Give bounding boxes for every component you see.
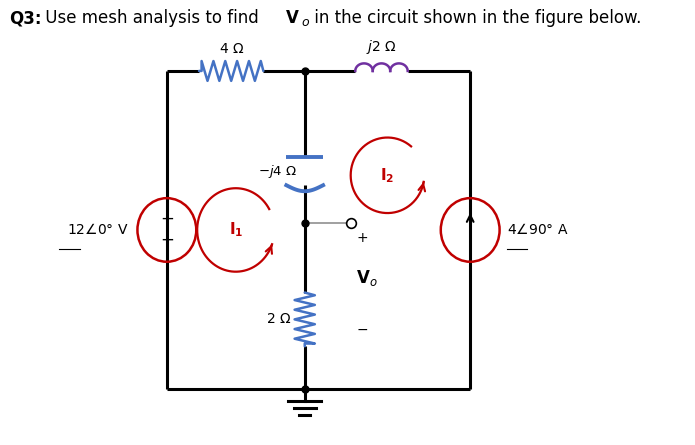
Text: V: V	[286, 9, 300, 27]
Text: 4$\angle$90° A: 4$\angle$90° A	[507, 222, 569, 238]
Text: Q3:: Q3:	[9, 9, 41, 27]
Text: 12$\angle$0° V: 12$\angle$0° V	[67, 222, 129, 238]
Text: $j$2 $\Omega$: $j$2 $\Omega$	[366, 38, 396, 56]
Text: $\mathbf{I_1}$: $\mathbf{I_1}$	[229, 221, 243, 239]
Text: +: +	[160, 210, 174, 228]
Text: +: +	[357, 231, 368, 245]
Text: in the circuit shown in the figure below.: in the circuit shown in the figure below…	[309, 9, 641, 27]
Text: 4 $\Omega$: 4 $\Omega$	[218, 42, 244, 56]
Text: −: −	[160, 231, 174, 249]
Text: $\mathbf{V}_{\mathit{o}}$: $\mathbf{V}_{\mathit{o}}$	[357, 267, 378, 287]
Text: −: −	[357, 324, 368, 337]
Text: o: o	[301, 16, 309, 29]
Text: Use mesh analysis to find: Use mesh analysis to find	[40, 9, 264, 27]
Text: $\mathbf{I_2}$: $\mathbf{I_2}$	[380, 166, 395, 185]
Text: $-j4\ \Omega$: $-j4\ \Omega$	[259, 163, 297, 180]
Text: 2 $\Omega$: 2 $\Omega$	[265, 312, 291, 326]
